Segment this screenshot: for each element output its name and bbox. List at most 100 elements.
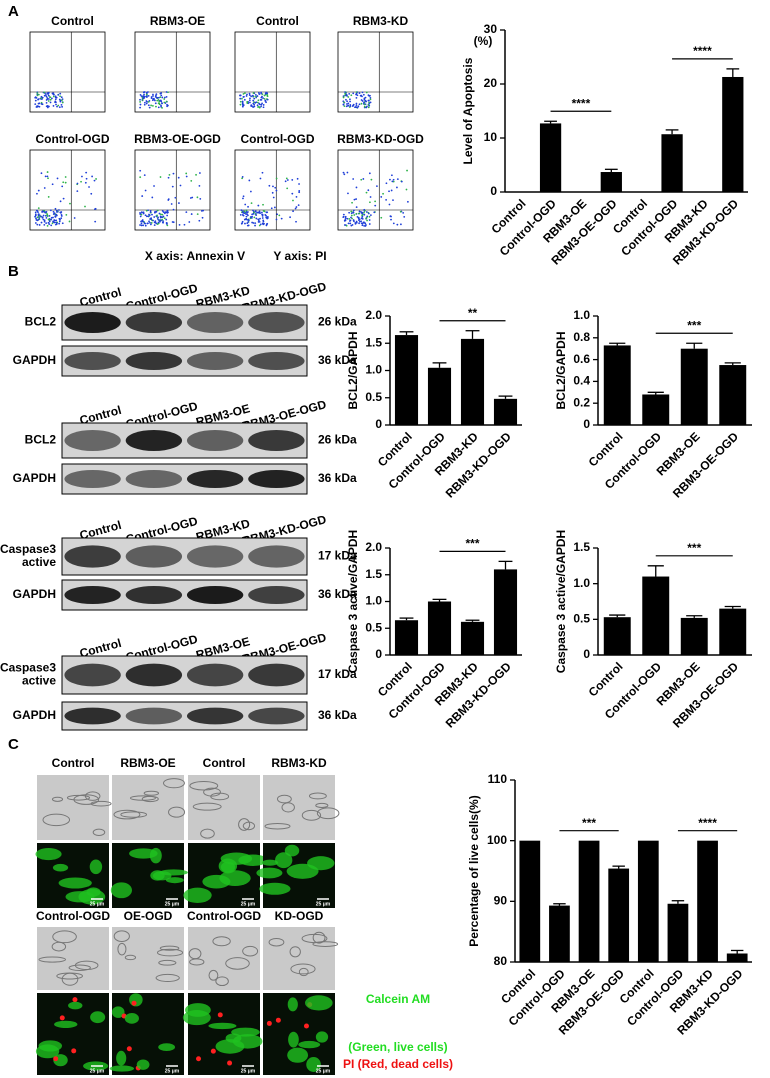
flow-dot <box>55 213 58 216</box>
flow-dot <box>62 181 65 184</box>
cell <box>189 958 205 966</box>
flow-dot <box>149 223 152 226</box>
flow-dot <box>172 221 175 224</box>
flow-dot <box>368 172 371 175</box>
flow-dot <box>253 97 256 100</box>
flow-dot <box>198 184 201 187</box>
flow-plot <box>29 149 106 231</box>
flow-dot <box>45 95 48 98</box>
y-tick-label: 0.4 <box>573 374 590 388</box>
cell <box>215 1039 245 1054</box>
flow-dot <box>253 105 256 108</box>
cell <box>268 938 285 947</box>
blot-band <box>125 707 183 725</box>
flow-dot <box>374 204 377 207</box>
flow-dot <box>55 221 58 224</box>
flow-dot <box>37 102 40 105</box>
flow-dot <box>46 171 49 173</box>
flow-dot <box>295 220 297 223</box>
blot-band <box>64 545 121 568</box>
flow-dot <box>355 106 358 109</box>
flow-dot <box>345 224 348 227</box>
flow-dot <box>59 95 61 98</box>
flow-dot <box>266 223 268 226</box>
flow-dot <box>165 222 168 224</box>
cell <box>208 969 219 981</box>
flow-dot <box>58 220 61 223</box>
flow-dot <box>390 218 392 221</box>
error-bar <box>686 615 703 618</box>
plot-label: Control-OGD <box>36 132 110 146</box>
flow-dot <box>363 224 366 227</box>
flow-dot <box>148 213 150 216</box>
flow-dot <box>352 211 355 214</box>
flow-dot <box>145 215 148 218</box>
flow-dot <box>160 102 163 104</box>
blot-band <box>186 430 244 451</box>
flow-dot <box>373 211 376 214</box>
flow-dot <box>260 96 263 99</box>
y-tick-label: 100 <box>487 833 507 847</box>
flow-dot <box>45 222 48 225</box>
y-tick-label: 90 <box>494 894 508 908</box>
flow-dot <box>252 99 255 102</box>
flow-dot <box>405 188 408 191</box>
cell <box>308 792 327 800</box>
flow-dot <box>276 213 279 216</box>
bar <box>394 335 419 425</box>
flow-dot <box>139 103 142 106</box>
flow-dot <box>392 178 395 181</box>
dead-cell <box>196 1056 202 1062</box>
flow-dot <box>294 207 297 210</box>
legend-text: PI (Red, dead cells) <box>343 1057 453 1071</box>
flow-dot <box>147 104 150 107</box>
y-tick-label: 10 <box>484 130 498 144</box>
blot-band <box>248 545 305 568</box>
bar <box>394 620 419 655</box>
flow-dot <box>370 178 373 181</box>
flow-dot <box>46 106 49 109</box>
flow-dot <box>365 224 367 226</box>
flow-dot <box>147 94 150 97</box>
flow-dot <box>262 219 265 222</box>
flow-dot <box>161 221 164 224</box>
flow-dot <box>46 213 49 216</box>
cell <box>52 863 69 872</box>
flow-dot <box>261 213 263 216</box>
flow-dot <box>52 95 55 98</box>
flow-dot <box>254 224 256 227</box>
flow-dot <box>49 98 52 101</box>
cell <box>74 960 99 971</box>
flow-dot <box>40 221 43 224</box>
cell <box>256 867 283 879</box>
flow-dot <box>246 102 249 104</box>
flow-dot <box>263 97 266 100</box>
flow-dot <box>47 100 50 102</box>
cell <box>264 822 291 830</box>
flow-dot <box>52 221 55 223</box>
flow-dot <box>361 216 364 218</box>
flow-dot <box>61 105 64 108</box>
image-label: Control <box>52 756 95 770</box>
flow-dot <box>259 98 262 101</box>
flow-dot <box>352 104 355 107</box>
flow-dot <box>199 172 201 174</box>
bar <box>697 840 718 962</box>
flow-dot <box>285 177 288 180</box>
cell <box>290 963 316 975</box>
blot-band <box>248 352 305 370</box>
flow-dot <box>159 220 161 223</box>
flow-dot <box>150 104 152 107</box>
flow-dot <box>76 182 79 185</box>
flow-dot <box>157 216 159 219</box>
flow-dot <box>390 189 393 192</box>
micrograph <box>188 927 260 990</box>
flow-dot <box>362 178 365 180</box>
scale-label: 25 μm <box>316 901 331 907</box>
flow-dot <box>274 186 277 189</box>
flow-dot <box>260 211 263 214</box>
flow-dot <box>396 178 399 181</box>
flow-dot <box>364 222 367 225</box>
flow-dot <box>392 199 394 202</box>
cell <box>212 936 231 947</box>
